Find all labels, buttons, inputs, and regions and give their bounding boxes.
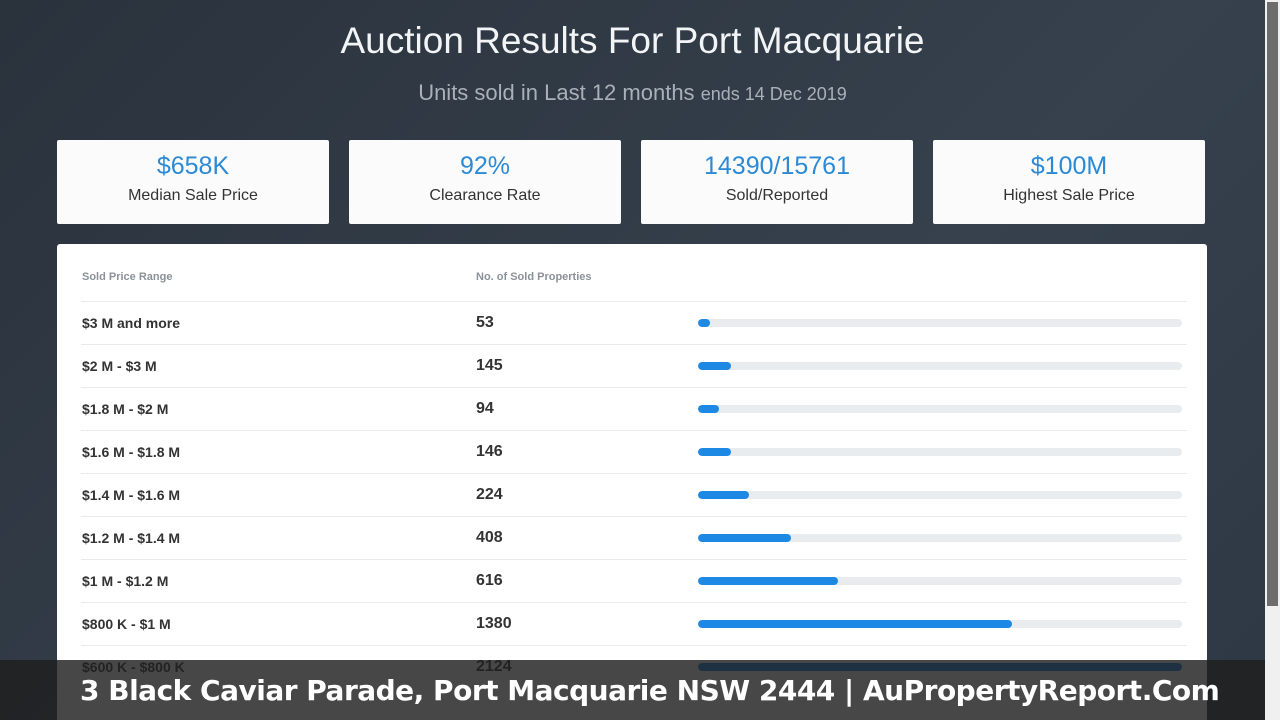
progress-track [698,491,1182,499]
table-row: $2 M - $3 M 145 [81,344,1187,388]
price-range: $800 K - $1 M [82,616,171,632]
progress-track [698,534,1182,542]
stat-value: 14390/15761 [704,152,850,180]
progress-bar [698,448,732,456]
sold-count: 94 [476,400,494,417]
subtitle-note: ends 14 Dec 2019 [700,84,847,104]
scrollbar[interactable] [1265,0,1280,720]
progress-track [698,362,1182,370]
stat-value: $100M [1030,152,1108,180]
price-range: $1.6 M - $1.8 M [82,444,181,460]
stat-label: Median Sale Price [128,187,258,204]
subtitle-text: Units sold in Last 12 months [418,80,695,105]
progress-track [698,405,1182,413]
table-row: $800 K - $1 M 1380 [81,602,1187,646]
scrollbar-thumb[interactable] [1267,2,1278,606]
price-range: $1.2 M - $1.4 M [82,530,181,546]
stat-label: Sold/Reported [725,187,829,204]
stat-card: 14390/15761 Sold/Reported [641,140,913,224]
progress-track [698,319,1182,327]
sold-count: 53 [476,314,494,331]
progress-bar [698,491,750,499]
column-header: No. of Sold Properties [476,271,592,283]
table-row: $1.6 M - $1.8 M 146 [81,430,1187,474]
progress-bar [698,577,839,585]
results-table: Sold Price Range No. of Sold Properties … [57,244,1207,720]
progress-track [698,577,1182,585]
subtitle: Units sold in Last 12 months ends 14 Dec… [0,80,1265,106]
stat-value: $658K [156,152,230,180]
progress-track [698,620,1182,628]
table-row: $1.4 M - $1.6 M 224 [81,473,1187,517]
sold-count: 224 [476,486,503,503]
price-range: $1 M - $1.2 M [82,573,169,589]
sold-count: 616 [476,572,503,589]
table-row: $3 M and more 53 [81,301,1187,345]
progress-bar [698,534,791,542]
progress-bar [698,405,720,413]
page-title: Auction Results For Port Macquarie [340,20,925,61]
table-row: $1.2 M - $1.4 M 408 [81,516,1187,560]
sold-count: 408 [476,529,503,546]
progress-track [698,448,1182,456]
stat-card: $658K Median Sale Price [57,140,329,224]
stat-card: 92% Clearance Rate [349,140,621,224]
sold-count: 1380 [476,615,512,632]
caption-banner: 3 Black Caviar Parade, Port Macquarie NS… [0,660,1265,720]
stat-label: Highest Sale Price [1003,187,1135,204]
sold-count: 145 [476,357,503,374]
column-header: Sold Price Range [82,271,173,283]
price-range: $2 M - $3 M [82,358,157,374]
price-range: $3 M and more [82,315,181,331]
sold-count: 146 [476,443,503,460]
progress-bar [698,620,1013,628]
progress-bar [698,362,732,370]
progress-bar [698,319,711,327]
stat-value: 92% [459,152,511,180]
table-row: $1 M - $1.2 M 616 [81,559,1187,603]
stat-label: Clearance Rate [429,187,541,204]
table-row: $1.8 M - $2 M 94 [81,387,1187,431]
stat-card: $100M Highest Sale Price [933,140,1205,224]
price-range: $1.4 M - $1.6 M [82,487,181,503]
price-range: $1.8 M - $2 M [82,401,169,417]
caption: 3 Black Caviar Parade, Port Macquarie NS… [80,674,1220,707]
